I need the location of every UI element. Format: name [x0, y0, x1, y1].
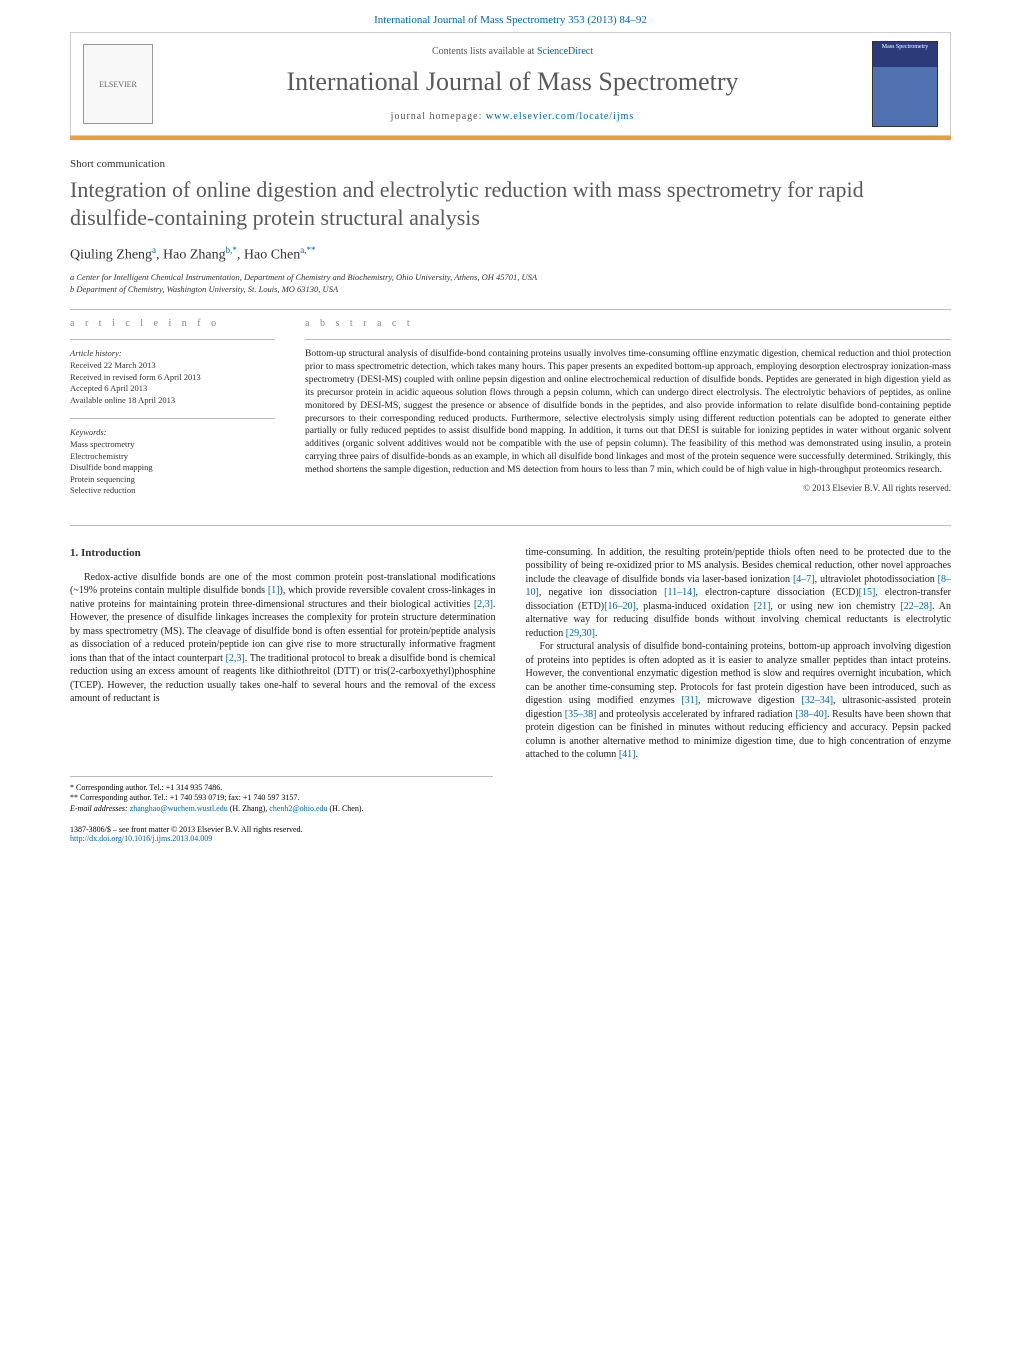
intro-para-1-right: time-consuming. In addition, the resulti… — [526, 546, 952, 641]
journal-homepage-link[interactable]: www.elsevier.com/locate/ijms — [486, 111, 634, 122]
article-title: Integration of online digestion and elec… — [70, 176, 951, 231]
affil-b: b Department of Chemistry, Washington Un… — [70, 284, 951, 296]
article-info-block: a r t i c l e i n f o Article history: R… — [70, 318, 275, 508]
keyword-4: Selective reduction — [70, 485, 275, 496]
corresponding-author-footnotes: * Corresponding author. Tel.: +1 314 935… — [70, 776, 493, 815]
ref-2-3[interactable]: [2,3] — [474, 599, 493, 610]
contents-lists-line: Contents lists available at ScienceDirec… — [169, 46, 856, 57]
authors-line: Qiuling Zhenga, Hao Zhangb,*, Hao Chena,… — [70, 245, 951, 264]
email-2[interactable]: chenh2@ohio.edu — [269, 804, 327, 813]
doi-link[interactable]: http://dx.doi.org/10.1016/j.ijms.2013.04… — [70, 834, 212, 843]
masthead-center: Contents lists available at ScienceDirec… — [169, 46, 856, 122]
section-1-heading: 1. Introduction — [70, 546, 496, 561]
author-2-affil-sup: b,* — [226, 245, 237, 255]
ref-1[interactable]: [1] — [268, 585, 280, 596]
history-received: Received 22 March 2013 — [70, 360, 275, 371]
corr-author-1: * Corresponding author. Tel.: +1 314 935… — [70, 783, 493, 794]
elsevier-tree-logo: ELSEVIER — [83, 44, 153, 124]
rule-abs-1 — [305, 339, 951, 340]
issn-line: 1387-3806/$ – see front matter © 2013 El… — [70, 825, 493, 834]
abstract-block: a b s t r a c t Bottom-up structural ana… — [305, 318, 951, 508]
ref-21[interactable]: [21] — [754, 601, 771, 612]
ref-4-7[interactable]: [4–7] — [793, 574, 815, 585]
intro-para-2-right: For structural analysis of disulfide bon… — [526, 640, 952, 762]
body-columns: 1. Introduction Redox-active disulfide b… — [70, 546, 951, 762]
ref-38-40[interactable]: [38–40] — [795, 709, 827, 720]
affil-a: a Center for Intelligent Chemical Instru… — [70, 272, 951, 284]
column-right: time-consuming. In addition, the resulti… — [526, 546, 952, 762]
abstract-copyright: © 2013 Elsevier B.V. All rights reserved… — [305, 483, 951, 493]
rule-info-1 — [70, 339, 275, 340]
rule-bottom — [70, 525, 951, 526]
ref-15[interactable]: [15] — [859, 587, 876, 598]
intro-para-1-left: Redox-active disulfide bonds are one of … — [70, 571, 496, 706]
ref-11-14[interactable]: [11–14] — [664, 587, 695, 598]
accent-bar — [70, 136, 951, 140]
ref-41[interactable]: [41] — [619, 749, 636, 760]
doi-block: 1387-3806/$ – see front matter © 2013 El… — [70, 825, 493, 843]
sciencedirect-link[interactable]: ScienceDirect — [537, 46, 593, 57]
history-online: Available online 18 April 2013 — [70, 395, 275, 406]
author-2: Hao Zhang — [163, 248, 226, 263]
journal-name: International Journal of Mass Spectromet… — [169, 67, 856, 97]
journal-masthead: ELSEVIER Contents lists available at Sci… — [70, 32, 951, 136]
author-3-affil-sup: a,** — [300, 245, 315, 255]
citation-link[interactable]: International Journal of Mass Spectromet… — [374, 14, 647, 26]
ref-31[interactable]: [31] — [681, 695, 698, 706]
article-type: Short communication — [70, 158, 951, 170]
ref-35-38[interactable]: [35–38] — [565, 709, 597, 720]
abstract-heading: a b s t r a c t — [305, 318, 951, 329]
ref-2-3-b[interactable]: [2,3] — [226, 653, 245, 664]
abstract-text: Bottom-up structural analysis of disulfi… — [305, 348, 951, 476]
ref-29-30[interactable]: [29,30] — [566, 628, 595, 639]
citation-header: International Journal of Mass Spectromet… — [0, 0, 1021, 32]
keyword-1: Electrochemistry — [70, 451, 275, 462]
author-1: Qiuling Zheng — [70, 248, 152, 263]
email-1[interactable]: zhanghao@wuchem.wustl.edu — [130, 804, 228, 813]
keyword-2: Disulfide bond mapping — [70, 462, 275, 473]
ref-16-20[interactable]: [16–20] — [604, 601, 636, 612]
rule-top — [70, 309, 951, 310]
journal-homepage-line: journal homepage: www.elsevier.com/locat… — [169, 111, 856, 122]
author-3: Hao Chen — [244, 248, 300, 263]
email-line: E-mail addresses: zhanghao@wuchem.wustl.… — [70, 804, 493, 815]
history-accepted: Accepted 6 April 2013 — [70, 383, 275, 394]
ref-22-28[interactable]: [22–28] — [900, 601, 932, 612]
keywords-label: Keywords: — [70, 427, 275, 437]
keyword-3: Protein sequencing — [70, 474, 275, 485]
keyword-0: Mass spectrometry — [70, 439, 275, 450]
affiliations: a Center for Intelligent Chemical Instru… — [70, 272, 951, 296]
ref-32-34[interactable]: [32–34] — [801, 695, 833, 706]
rule-info-2 — [70, 418, 275, 419]
article-info-heading: a r t i c l e i n f o — [70, 318, 275, 329]
history-label: Article history: — [70, 348, 275, 358]
corr-author-2: ** Corresponding author. Tel.: +1 740 59… — [70, 793, 493, 804]
column-left: 1. Introduction Redox-active disulfide b… — [70, 546, 496, 762]
history-revised: Received in revised form 6 April 2013 — [70, 372, 275, 383]
author-1-affil-sup: a — [152, 245, 156, 255]
journal-cover-thumbnail: Mass Spectrometry — [872, 41, 938, 127]
